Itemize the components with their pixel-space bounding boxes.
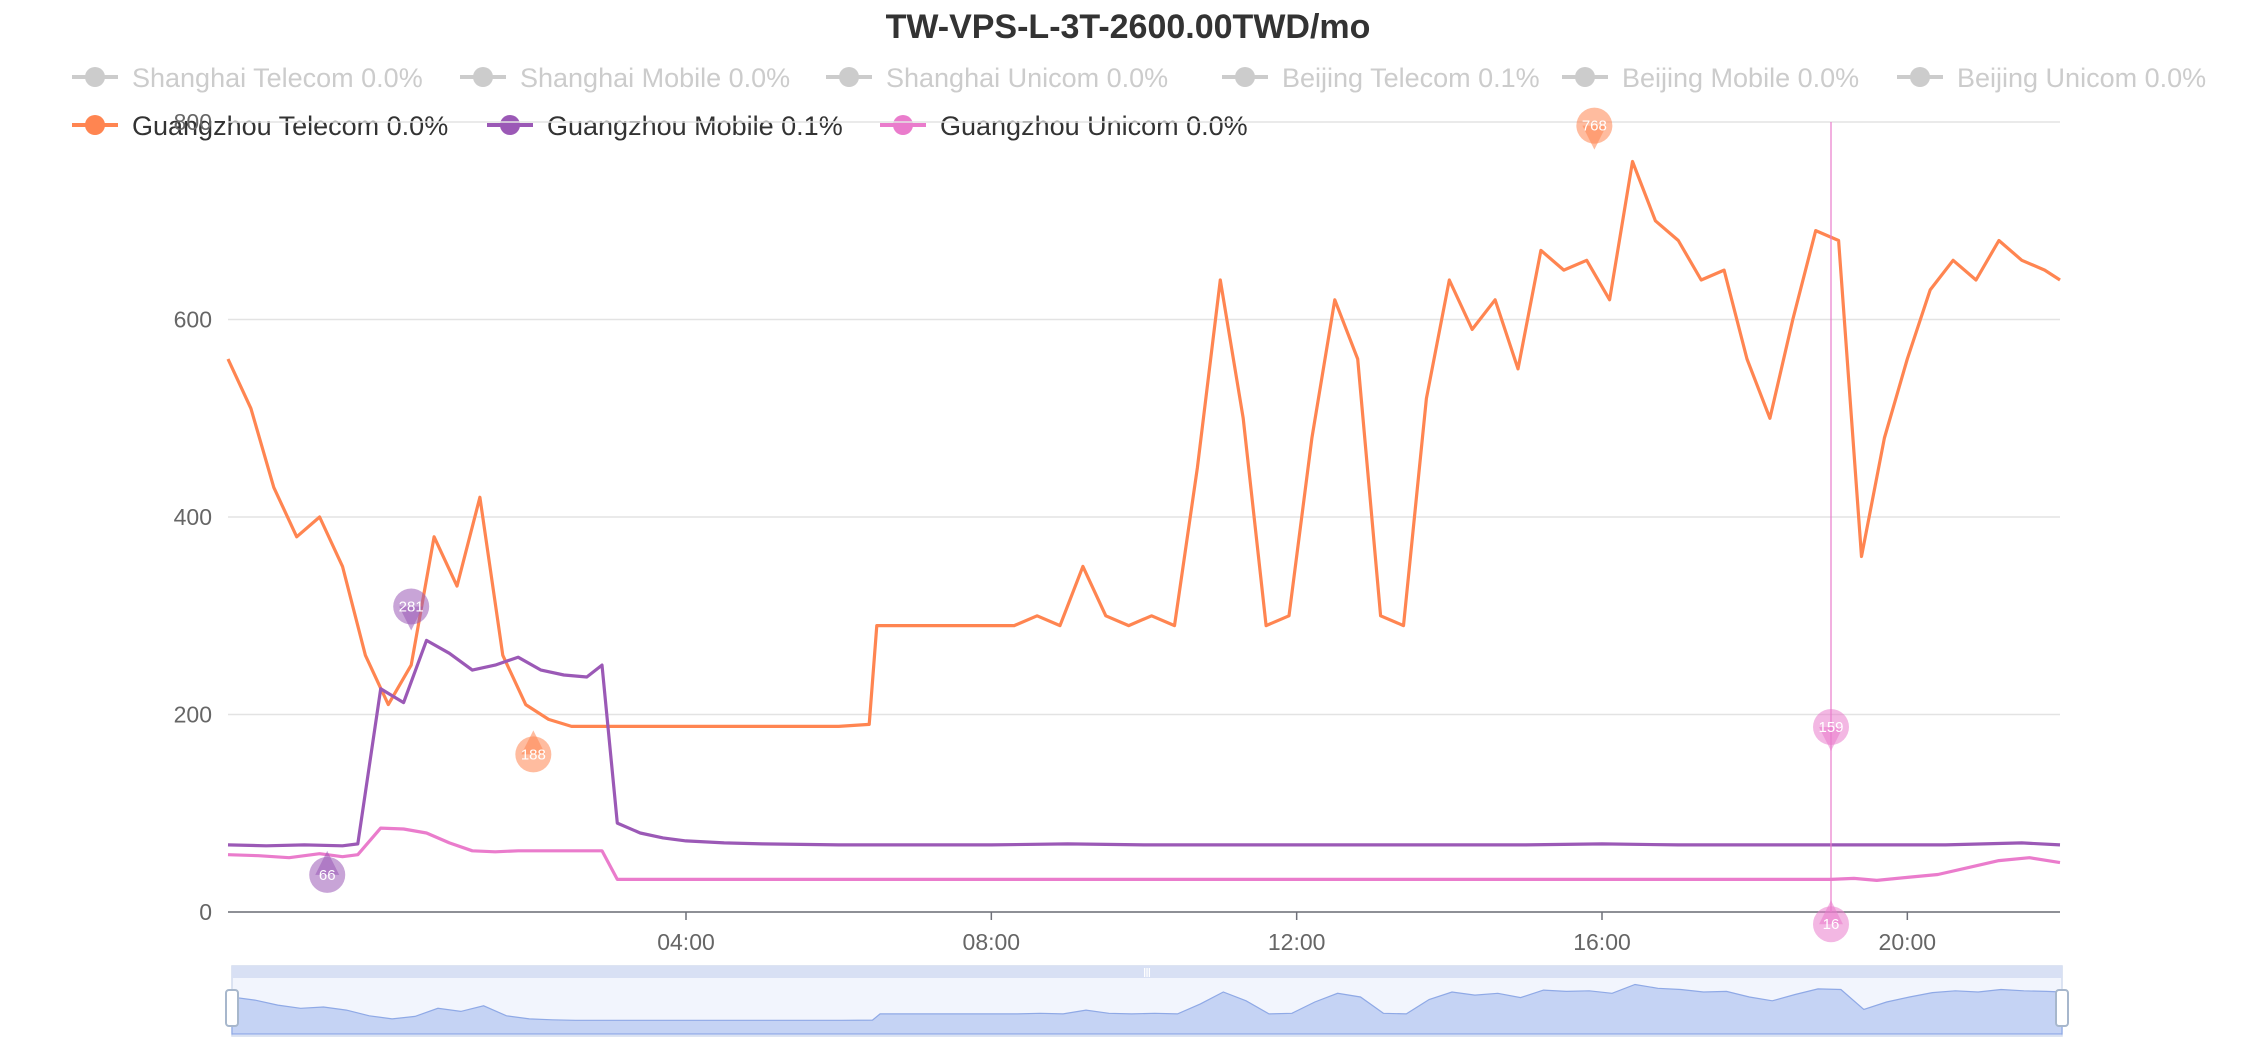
y-tick-label: 400 [174, 504, 212, 530]
legend-item[interactable]: Guangzhou Unicom 0.0% [880, 111, 1248, 141]
annotations: 768 188 281 66 159 16 [309, 107, 1849, 943]
x-tick-label: 16:00 [1573, 929, 1631, 955]
legend-item[interactable]: Beijing Telecom 0.1% [1222, 63, 1540, 93]
x-tick-label: 20:00 [1879, 929, 1937, 955]
legend-item[interactable]: Shanghai Telecom 0.0% [72, 63, 423, 93]
legend-dot [500, 115, 520, 135]
annotation-pin: 281 [393, 588, 430, 631]
legend-label: Guangzhou Telecom 0.0% [132, 111, 448, 141]
legend-item[interactable]: Guangzhou Telecom 0.0% [72, 111, 448, 141]
pin-label: 66 [319, 867, 336, 884]
series-line [226, 159, 2061, 728]
legend-label: Beijing Mobile 0.0% [1622, 63, 1859, 93]
legend-dot [1575, 67, 1595, 87]
legend-item[interactable]: Shanghai Unicom 0.0% [826, 63, 1168, 93]
legend-item[interactable]: Shanghai Mobile 0.0% [460, 63, 790, 93]
chart-title: TW-VPS-L-3T-2600.00TWD/mo [886, 8, 1371, 46]
legend-item[interactable]: Beijing Mobile 0.0% [1562, 63, 1859, 93]
pin-head [515, 736, 552, 773]
pin-label: 188 [521, 746, 546, 763]
zoom-handle[interactable] [2055, 989, 2069, 1027]
series-line [227, 826, 2061, 882]
pin-label: 16 [1823, 916, 1840, 933]
pin-head [393, 588, 430, 625]
legend-label: Guangzhou Unicom 0.0% [940, 111, 1248, 141]
grid [228, 121, 2060, 913]
y-tick-label: 600 [174, 307, 212, 333]
legend-label: Beijing Unicom 0.0% [1957, 63, 2206, 93]
legend-item[interactable]: Beijing Unicom 0.0% [1897, 63, 2206, 93]
y-tick-label: 0 [199, 899, 212, 925]
annotation-pin: 16 [1813, 900, 1849, 943]
pin-head [1813, 906, 1849, 943]
legend-dot [1235, 67, 1255, 87]
pin-label: 159 [1818, 719, 1843, 736]
legend-label: Shanghai Telecom 0.0% [132, 63, 423, 93]
legend-label: Shanghai Unicom 0.0% [886, 63, 1168, 93]
x-tick-label: 12:00 [1268, 929, 1326, 955]
zoom-move-handle[interactable]: Ⅲ [1143, 966, 1151, 980]
y-axis: 0 200 400 600 800 [174, 109, 212, 925]
annotation-pin: 768 [1576, 107, 1613, 150]
series-line [227, 638, 2061, 848]
annotation-pin: 66 [309, 850, 346, 893]
legend-label: Shanghai Mobile 0.0% [520, 63, 790, 93]
x-tick-label: 08:00 [963, 929, 1021, 955]
legend-dot [85, 67, 105, 87]
legend-dot [473, 67, 493, 87]
pin-label: 768 [1582, 118, 1607, 135]
zoom-handle[interactable] [225, 989, 239, 1027]
pin-head [309, 856, 346, 893]
legend[interactable]: Shanghai Telecom 0.0% Shanghai Mobile 0.0… [72, 63, 2206, 141]
annotation-pin: 159 [1813, 708, 1849, 751]
legend-dot [839, 67, 859, 87]
x-tick-label: 04:00 [657, 929, 715, 955]
legend-dot [1910, 67, 1930, 87]
y-tick-label: 200 [174, 702, 212, 728]
y-tick-label: 800 [174, 109, 212, 135]
legend-dot [893, 115, 913, 135]
legend-dot [85, 115, 105, 135]
zoom-top-bar[interactable] [232, 966, 2062, 978]
pin-head [1813, 708, 1849, 745]
pin-label: 281 [399, 599, 424, 616]
annotation-pin: 188 [515, 730, 552, 773]
legend-item[interactable]: Guangzhou Mobile 0.1% [487, 111, 843, 141]
zoom-slider[interactable]: Ⅲ [225, 965, 2069, 1037]
pin-head [1576, 107, 1613, 144]
zoom-overview [231, 983, 2063, 1035]
legend-label: Beijing Telecom 0.1% [1282, 63, 1540, 93]
legend-label: Guangzhou Mobile 0.1% [547, 111, 843, 141]
series-group [226, 159, 2061, 882]
